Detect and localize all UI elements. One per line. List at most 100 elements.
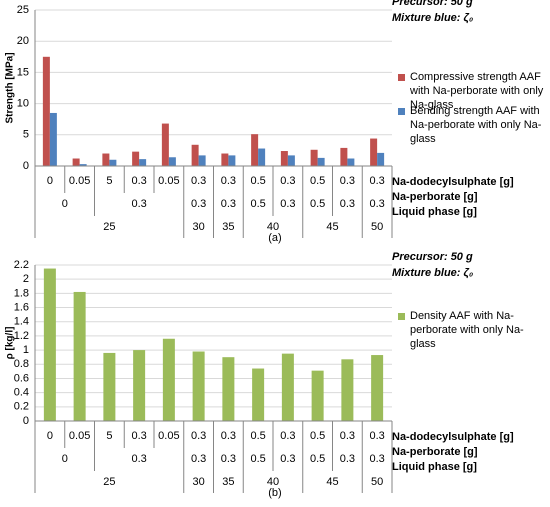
y-tick-label: 1.2 bbox=[14, 330, 29, 342]
y-tick-label: 1 bbox=[23, 344, 29, 356]
annotation: Precursor: 50 g bbox=[392, 0, 473, 8]
x-tick-label: 0.5 bbox=[310, 430, 325, 442]
bar bbox=[132, 151, 140, 166]
caption: (a) bbox=[268, 232, 281, 244]
x-tick-label: 0.3 bbox=[340, 198, 355, 210]
x-tick-label: 45 bbox=[326, 476, 338, 488]
bar bbox=[79, 164, 87, 166]
bar bbox=[371, 355, 384, 421]
x-tick-label: 0.3 bbox=[221, 453, 236, 465]
bar bbox=[377, 152, 385, 166]
category-level-name: Liquid phase [g] bbox=[392, 461, 477, 473]
bar bbox=[347, 158, 355, 166]
x-tick-label: 0.3 bbox=[131, 453, 146, 465]
category-level-name: Liquid phase [g] bbox=[392, 206, 477, 218]
y-tick-label: 0 bbox=[23, 160, 29, 172]
x-tick-label: 50 bbox=[371, 476, 383, 488]
bar bbox=[310, 149, 318, 166]
bar bbox=[49, 112, 57, 166]
bar bbox=[252, 368, 265, 421]
bar bbox=[133, 350, 146, 421]
x-tick-label: 50 bbox=[371, 221, 383, 233]
y-tick-label: 10 bbox=[17, 98, 29, 110]
y-tick-label: 2.2 bbox=[14, 259, 29, 271]
bar bbox=[370, 138, 378, 166]
x-tick-label: 30 bbox=[193, 221, 205, 233]
x-tick-label: 0.05 bbox=[158, 175, 179, 187]
x-tick-label: 0 bbox=[62, 198, 68, 210]
y-tick-label: 0.4 bbox=[14, 387, 29, 399]
y-tick-label: 20 bbox=[17, 35, 29, 47]
x-tick-label: 0 bbox=[47, 430, 53, 442]
y-tick-label: 0 bbox=[23, 415, 29, 427]
category-level-name: Na-perborate [g] bbox=[392, 191, 478, 203]
x-tick-label: 0.3 bbox=[131, 175, 146, 187]
x-tick-label: 0.5 bbox=[250, 175, 265, 187]
x-tick-label: 0.3 bbox=[191, 453, 206, 465]
x-tick-label: 0.3 bbox=[369, 198, 384, 210]
y-tick-label: 1.4 bbox=[14, 316, 29, 328]
x-tick-label: 0.5 bbox=[310, 175, 325, 187]
x-tick-label: 0.3 bbox=[191, 430, 206, 442]
bar bbox=[222, 357, 235, 421]
bar bbox=[341, 359, 354, 421]
x-tick-label: 0.3 bbox=[191, 175, 206, 187]
x-tick-label: 0.3 bbox=[221, 175, 236, 187]
bar bbox=[192, 351, 205, 421]
bar bbox=[73, 291, 86, 421]
x-tick-label: 0.05 bbox=[158, 430, 179, 442]
x-tick-label: 0.3 bbox=[340, 430, 355, 442]
x-tick-label: 0.3 bbox=[280, 430, 295, 442]
x-tick-label: 0.5 bbox=[310, 198, 325, 210]
x-tick-label: 0.3 bbox=[221, 198, 236, 210]
bar bbox=[251, 134, 259, 166]
x-tick-label: 0.5 bbox=[250, 430, 265, 442]
bar bbox=[198, 155, 206, 166]
x-tick-label: 0.3 bbox=[280, 175, 295, 187]
x-tick-label: 35 bbox=[222, 221, 234, 233]
bar bbox=[72, 158, 80, 166]
bar bbox=[109, 159, 117, 166]
x-tick-label: 0.3 bbox=[191, 198, 206, 210]
x-tick-label: 0 bbox=[62, 453, 68, 465]
annotation: Precursor: 50 g bbox=[392, 251, 473, 263]
x-tick-label: 0.3 bbox=[369, 430, 384, 442]
x-tick-label: 0.3 bbox=[340, 453, 355, 465]
x-tick-label: 0.3 bbox=[131, 198, 146, 210]
x-tick-label: 0.05 bbox=[69, 430, 90, 442]
y-tick-label: 2 bbox=[23, 273, 29, 285]
legend-item: Density AAF with Na-perborate with only … bbox=[398, 309, 548, 351]
x-tick-label: 0.5 bbox=[310, 453, 325, 465]
bar bbox=[161, 123, 169, 166]
bar bbox=[139, 159, 147, 166]
category-level-name: Na-perborate [g] bbox=[392, 446, 478, 458]
y-tick-label: 5 bbox=[23, 129, 29, 141]
y-tick-label: 1.8 bbox=[14, 287, 29, 299]
bar bbox=[221, 153, 229, 166]
bar bbox=[42, 56, 50, 166]
y-tick-label: 0.6 bbox=[14, 372, 29, 384]
x-tick-label: 25 bbox=[103, 476, 115, 488]
x-tick-label: 0.3 bbox=[221, 430, 236, 442]
y-tick-label: 0.8 bbox=[14, 358, 29, 370]
legend-label: Bending strength AAF with Na-perborate w… bbox=[410, 105, 542, 145]
legend-item: Compressive strength AAF with Na-perbora… bbox=[398, 70, 548, 112]
x-tick-label: 30 bbox=[193, 476, 205, 488]
bar bbox=[103, 352, 116, 421]
y-tick-label: 1.6 bbox=[14, 301, 29, 313]
y-tick-label: 0.2 bbox=[14, 401, 29, 413]
bar bbox=[317, 157, 325, 166]
bar bbox=[311, 370, 324, 421]
x-tick-label: 0.5 bbox=[250, 198, 265, 210]
bar bbox=[287, 155, 295, 166]
annotation: Mixture blue: ζ₀ bbox=[392, 12, 473, 24]
y-axis-label: Strength [MPa] bbox=[5, 52, 16, 123]
x-tick-label: 0.05 bbox=[69, 175, 90, 187]
x-tick-label: 0.3 bbox=[280, 453, 295, 465]
bar bbox=[168, 157, 176, 166]
x-tick-label: 0.3 bbox=[369, 175, 384, 187]
x-tick-label: 0.3 bbox=[369, 453, 384, 465]
x-tick-label: 40 bbox=[267, 476, 279, 488]
